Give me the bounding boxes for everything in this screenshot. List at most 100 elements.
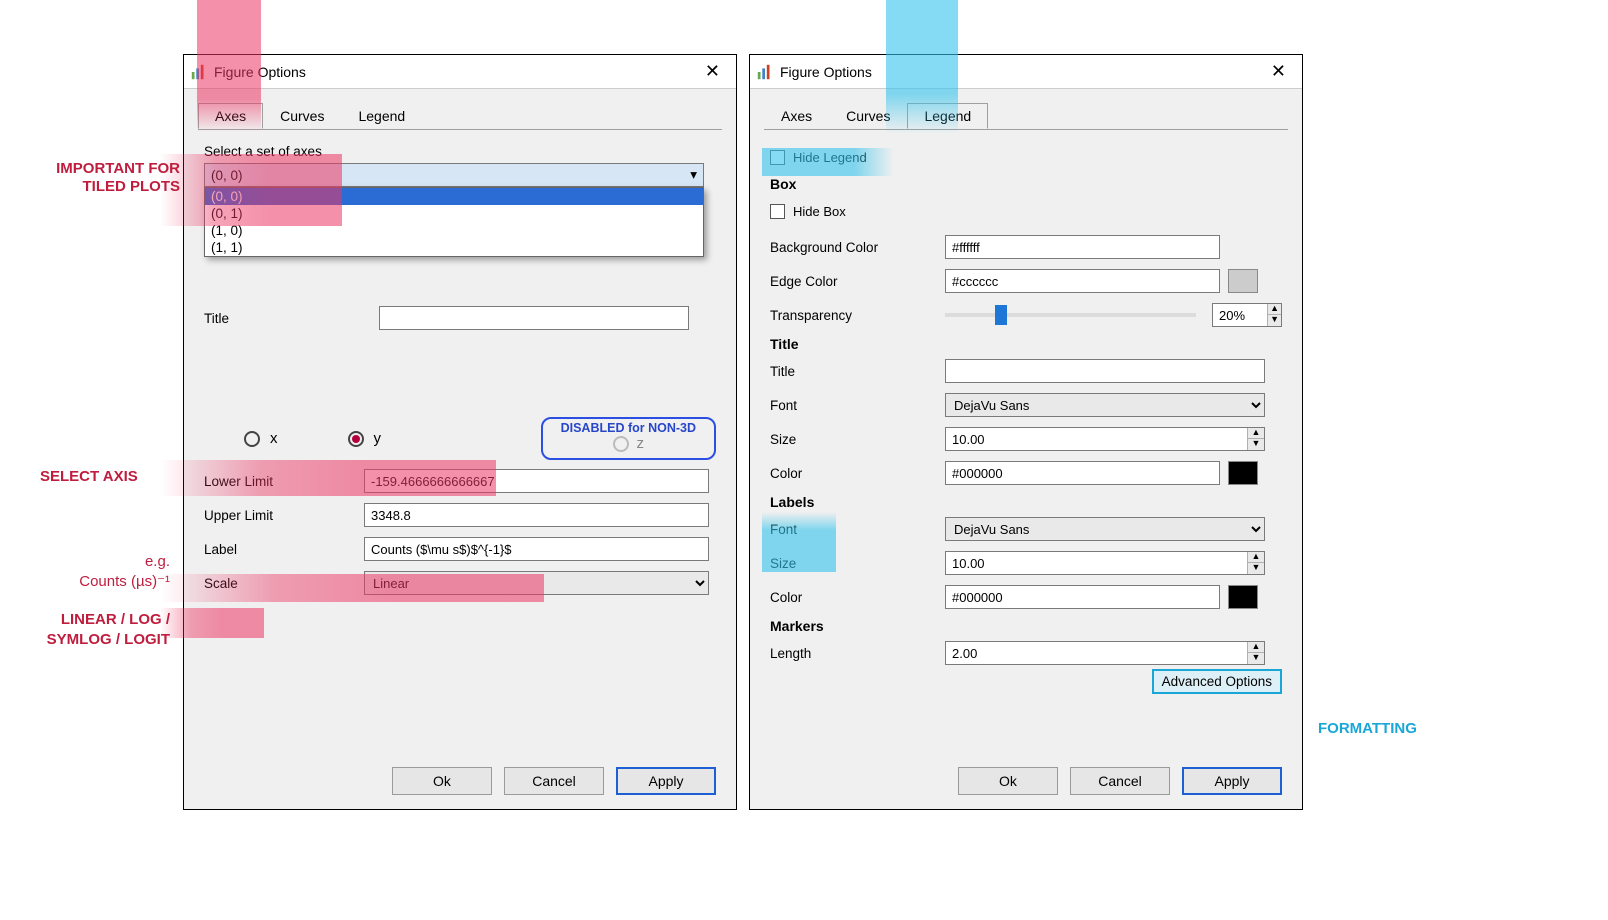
dialog-title: Figure Options: [780, 64, 1261, 80]
box-header: Box: [770, 176, 1282, 192]
title-header: Title: [770, 336, 1282, 352]
legend-panel: Hide Legend Box Hide Box Background Colo…: [750, 130, 1302, 689]
figure-options-dialog-axes: Figure Options ✕ Axes Curves Legend Sele…: [183, 54, 737, 810]
hide-box-label: Hide Box: [793, 204, 846, 219]
edge-color-swatch[interactable]: [1228, 269, 1258, 293]
hide-legend-label: Hide Legend: [793, 150, 867, 165]
axes-option[interactable]: (1, 0): [205, 222, 703, 239]
lower-limit-input[interactable]: [364, 469, 709, 493]
axes-dropdown-list: (0, 0) (0, 1) (1, 0) (1, 1): [204, 187, 704, 257]
axis-x-radio[interactable]: x: [244, 430, 278, 447]
spin-down-icon[interactable]: ▼: [1268, 315, 1281, 326]
axes-option[interactable]: (1, 1): [205, 239, 703, 256]
apply-button[interactable]: Apply: [616, 767, 716, 795]
tab-legend[interactable]: Legend: [341, 103, 422, 129]
title-size-label: Size: [770, 432, 945, 447]
title-font-label: Font: [770, 398, 945, 413]
tab-curves[interactable]: Curves: [829, 103, 907, 129]
labels-color-input[interactable]: [945, 585, 1220, 609]
bg-color-label: Background Color: [770, 240, 945, 255]
annotation-important-tiled: IMPORTANT FOR TILED PLOTS: [0, 160, 180, 196]
figure-icon: [190, 63, 208, 81]
transparency-label: Transparency: [770, 308, 945, 323]
hide-legend-checkbox[interactable]: [770, 150, 785, 165]
ok-button[interactable]: Ok: [958, 767, 1058, 795]
labels-size-label: Size: [770, 556, 945, 571]
tab-legend[interactable]: Legend: [907, 103, 988, 129]
chevron-down-icon: ▾: [690, 167, 697, 183]
title-font-select[interactable]: DejaVu Sans: [945, 393, 1265, 417]
apply-button[interactable]: Apply: [1182, 767, 1282, 795]
spin-down-icon[interactable]: ▼: [1248, 563, 1264, 574]
axes-dropdown[interactable]: (0, 0) ▾ (0, 0) (0, 1) (1, 0) (1, 1): [204, 163, 704, 257]
labels-color-label: Color: [770, 590, 945, 605]
scale-select[interactable]: Linear: [364, 571, 709, 595]
edge-color-label: Edge Color: [770, 274, 945, 289]
hide-box-checkbox[interactable]: [770, 204, 785, 219]
axis-z-label: z: [637, 435, 645, 452]
titlebar: Figure Options ✕: [184, 55, 736, 89]
axes-panel: Select a set of axes (0, 0) ▾ (0, 0) (0,…: [184, 130, 736, 596]
tab-axes[interactable]: Axes: [764, 103, 829, 129]
close-icon[interactable]: ✕: [1261, 61, 1296, 82]
legend-title-input[interactable]: [945, 359, 1265, 383]
labels-color-swatch[interactable]: [1228, 585, 1258, 609]
spin-down-icon[interactable]: ▼: [1248, 439, 1264, 450]
advanced-options-button[interactable]: Advanced Options: [1152, 669, 1282, 694]
radio-icon: [348, 431, 364, 447]
labels-font-label: Font: [770, 522, 945, 537]
tab-curves[interactable]: Curves: [263, 103, 341, 129]
axis-x-label: x: [270, 430, 278, 447]
slider-thumb[interactable]: [995, 305, 1007, 325]
dialog-title: Figure Options: [214, 64, 695, 80]
title-input[interactable]: [379, 306, 689, 330]
title-label: Title: [204, 311, 379, 326]
spin-down-icon[interactable]: ▼: [1248, 653, 1264, 664]
edge-color-input[interactable]: [945, 269, 1220, 293]
transparency-value[interactable]: [1213, 304, 1267, 326]
scale-label: Scale: [204, 576, 364, 591]
annotation-formatting: FORMATTING: [1318, 720, 1417, 737]
legend-title-label: Title: [770, 364, 945, 379]
labels-size-input[interactable]: [946, 552, 1247, 574]
select-axes-label: Select a set of axes: [204, 144, 716, 159]
disabled-z-caption: DISABLED for NON-3D: [561, 421, 696, 435]
radio-icon: [613, 436, 629, 452]
tab-axes[interactable]: Axes: [198, 103, 263, 129]
tabbar: Axes Curves Legend: [750, 89, 1302, 129]
axis-label-label: Label: [204, 542, 364, 557]
cancel-button[interactable]: Cancel: [504, 767, 604, 795]
annotation-eg-counts: e.g. Counts (µs)⁻¹: [30, 552, 170, 592]
tabbar: Axes Curves Legend: [184, 89, 736, 129]
annotation-select-axis: SELECT AXIS: [40, 468, 138, 485]
transparency-slider[interactable]: [945, 313, 1196, 317]
close-icon[interactable]: ✕: [695, 61, 730, 82]
axis-y-label: y: [374, 430, 382, 447]
title-color-label: Color: [770, 466, 945, 481]
ok-button[interactable]: Ok: [392, 767, 492, 795]
title-color-swatch[interactable]: [1228, 461, 1258, 485]
title-color-input[interactable]: [945, 461, 1220, 485]
upper-limit-label: Upper Limit: [204, 508, 364, 523]
axes-option[interactable]: (0, 0): [205, 188, 703, 205]
annotation-scale-list: LINEAR / LOG / SYMLOG / LOGIT: [0, 610, 170, 650]
title-size-input[interactable]: [946, 428, 1247, 450]
markers-header: Markers: [770, 618, 1282, 634]
axis-label-input[interactable]: [364, 537, 709, 561]
markers-length-label: Length: [770, 646, 945, 661]
markers-length-input[interactable]: [946, 642, 1247, 664]
figure-options-dialog-legend: Figure Options ✕ Axes Curves Legend Hide…: [749, 54, 1303, 810]
lower-limit-label: Lower Limit: [204, 474, 364, 489]
axes-dropdown-value: (0, 0): [211, 168, 243, 183]
figure-icon: [756, 63, 774, 81]
axes-option[interactable]: (0, 1): [205, 205, 703, 222]
labels-header: Labels: [770, 494, 1282, 510]
axis-z-disabled-box: DISABLED for NON-3D z: [541, 417, 716, 460]
titlebar: Figure Options ✕: [750, 55, 1302, 89]
axis-y-radio[interactable]: y: [348, 430, 382, 447]
cancel-button[interactable]: Cancel: [1070, 767, 1170, 795]
bg-color-input[interactable]: [945, 235, 1220, 259]
labels-font-select[interactable]: DejaVu Sans: [945, 517, 1265, 541]
upper-limit-input[interactable]: [364, 503, 709, 527]
radio-icon: [244, 431, 260, 447]
